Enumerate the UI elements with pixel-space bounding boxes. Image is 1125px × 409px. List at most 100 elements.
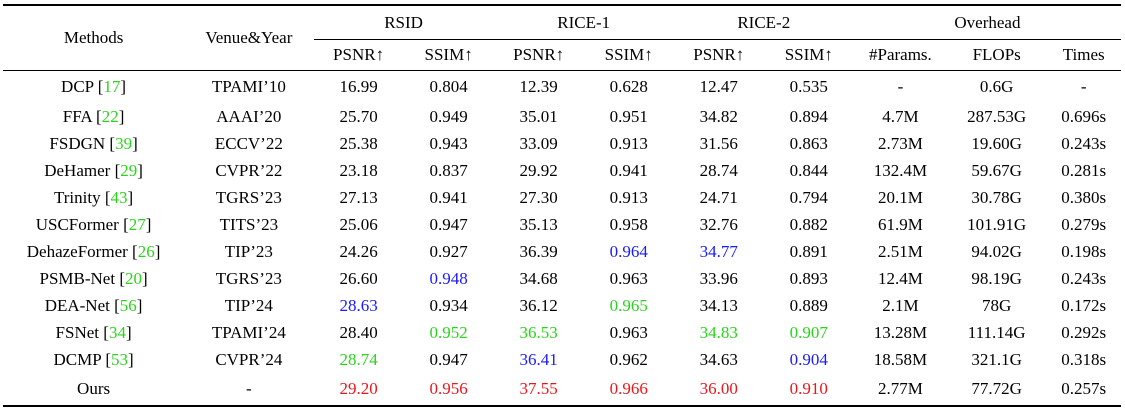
table-row: DCMP [53] CVPR’24 28.74 0.947 36.41 0.962 34.6… (3, 346, 1121, 373)
citation-link[interactable]: 20 (124, 268, 142, 288)
rice1-ssim-cell: 0.913 (609, 187, 648, 207)
rice2-ssim-cell: 0.535 (789, 77, 828, 96)
method-name: DehazeFormer (26, 241, 128, 261)
table-row: DeHamer [29] CVPR’22 23.18 0.837 29.92 0.941 2… (3, 157, 1121, 184)
times-cell: 0.281s (1061, 160, 1107, 180)
rsid-ssim-cell: 0.927 (429, 241, 468, 261)
header-group-rice2: RICE-2 (673, 5, 854, 40)
rsid-psnr-cell: 28.63 (339, 295, 378, 315)
venue-cell: TPAMI’10 (211, 77, 286, 96)
rsid-ssim-cell: 0.804 (429, 77, 468, 96)
rice2-psnr-cell: 24.71 (699, 187, 738, 207)
rice2-ssim-cell: 0.891 (789, 241, 828, 261)
params-cell: 2.73M (877, 133, 923, 153)
method-cell: Ours (3, 373, 185, 407)
method-name: DCMP (53, 349, 102, 369)
rice1-ssim-cell: 0.963 (609, 322, 648, 342)
rice1-psnr-cell: 27.30 (519, 187, 558, 207)
rice2-psnr-cell: 36.00 (673, 373, 764, 407)
table-row: Trinity [43] TGRS’23 27.13 0.941 27.30 0.913 2… (3, 184, 1121, 211)
method-cell: DEA-Net [56] (44, 295, 143, 315)
rice2-psnr-cell: 31.56 (699, 133, 738, 153)
venue-cell: TITS’23 (219, 214, 279, 234)
times-cell: 0.292s (1061, 322, 1107, 342)
citation-link[interactable]: 26 (137, 241, 155, 261)
rice1-psnr-cell: 29.92 (519, 160, 558, 180)
rice1-ssim-cell: 0.628 (609, 77, 648, 96)
params-cell: 61.9M (877, 214, 923, 234)
times-cell: - (1080, 77, 1087, 96)
table-row: PSMB-Net [20] TGRS’23 26.60 0.948 34.68 0.963… (3, 265, 1121, 292)
rsid-psnr-cell: 26.60 (339, 268, 378, 288)
method-cell: DCP [17] (61, 77, 127, 96)
rice2-ssim-cell: 0.894 (789, 106, 828, 126)
flops-cell: 98.19G (971, 268, 1022, 288)
header-venue: Venue&Year (184, 5, 314, 71)
params-cell: 12.4M (877, 268, 923, 288)
rice1-ssim-cell: 0.941 (609, 160, 648, 180)
method-cell: DCMP [53] (53, 349, 134, 369)
times-cell: 0.172s (1061, 295, 1107, 315)
rice2-ssim-cell: 0.844 (789, 160, 828, 180)
rice1-ssim-cell: 0.966 (583, 373, 674, 407)
header-rsid-psnr: PSNR↑ (313, 39, 404, 71)
rice1-psnr-cell: 33.09 (519, 133, 558, 153)
rsid-ssim-cell: 0.949 (429, 106, 468, 126)
rsid-ssim-cell: 0.947 (429, 349, 468, 369)
method-cell: DehazeFormer [26] (26, 241, 161, 261)
flops-cell: 321.1G (971, 349, 1022, 369)
params-cell: 2.1M (882, 295, 919, 315)
rsid-ssim-cell: 0.837 (429, 160, 468, 180)
header-group-rsid: RSID (313, 5, 494, 40)
header-group-overhead: Overhead (853, 5, 1121, 40)
rice2-psnr-cell: 12.47 (699, 77, 738, 96)
header-rsid-ssim: SSIM↑ (403, 39, 494, 71)
rice2-ssim-cell: 0.893 (789, 268, 828, 288)
citation-link[interactable]: 39 (115, 133, 133, 153)
results-body: DCP [17] TPAMI’10 16.99 0.804 12.39 0.628 12.4… (3, 71, 1121, 407)
table-row: FSDGN [39] ECCV’22 25.38 0.943 33.09 0.913 31.… (3, 130, 1121, 157)
rice1-ssim-cell: 0.951 (609, 106, 648, 126)
flops-cell: 78G (982, 295, 1012, 315)
table-row: DehazeFormer [26] TIP’23 24.26 0.927 36.39 0.… (3, 238, 1121, 265)
citation-link[interactable]: 29 (120, 160, 138, 180)
method-name: FFA (62, 106, 92, 126)
rice2-ssim-cell: 0.889 (789, 295, 828, 315)
rice1-psnr-cell: 36.41 (519, 349, 558, 369)
citation-link[interactable]: 43 (110, 187, 128, 207)
citation-link[interactable]: 17 (103, 77, 121, 96)
citation-link[interactable]: 53 (110, 349, 128, 369)
table-row: DEA-Net [56] TIP’24 28.63 0.934 36.12 0.965 34… (3, 292, 1121, 319)
table-row: FSNet [34] TPAMI’24 28.40 0.952 36.53 0.963 34… (3, 319, 1121, 346)
table-row: DCP [17] TPAMI’10 16.99 0.804 12.39 0.628 12.4… (3, 71, 1121, 104)
method-name: Trinity (53, 187, 101, 207)
rice2-psnr-cell: 34.13 (699, 295, 738, 315)
citation-link[interactable]: 22 (101, 106, 119, 126)
flops-cell: 94.02G (971, 241, 1022, 261)
method-cell: PSMB-Net [20] (39, 268, 148, 288)
venue-cell: ECCV’22 (214, 133, 283, 153)
venue-cell: TPAMI’24 (211, 322, 286, 342)
method-cell: DeHamer [29] (44, 160, 143, 180)
times-cell: 0.257s (1046, 373, 1121, 407)
rice1-psnr-cell: 34.68 (519, 268, 558, 288)
method-cell: FFA [22] (62, 106, 125, 126)
citation-link[interactable]: 27 (128, 214, 146, 234)
flops-cell: 101.91G (967, 214, 1027, 234)
header-rice1-ssim: SSIM↑ (583, 39, 674, 71)
rsid-ssim-cell: 0.956 (403, 373, 494, 407)
rsid-psnr-cell: 28.74 (339, 349, 378, 369)
times-cell: 0.380s (1061, 187, 1107, 207)
venue-cell: TIP’24 (224, 295, 273, 315)
citation-link[interactable]: 56 (119, 295, 137, 315)
rice2-ssim-cell: 0.794 (789, 187, 828, 207)
rsid-ssim-cell: 0.941 (429, 187, 468, 207)
method-name: FSDGN (49, 133, 106, 153)
rsid-psnr-cell: 23.18 (339, 160, 378, 180)
params-cell: 18.58M (873, 349, 928, 369)
rice1-psnr-cell: 35.13 (519, 214, 558, 234)
header-group-rice1: RICE-1 (493, 5, 674, 40)
citation-link[interactable]: 34 (108, 322, 126, 342)
params-cell: 2.51M (877, 241, 923, 261)
flops-cell: 59.67G (971, 160, 1022, 180)
